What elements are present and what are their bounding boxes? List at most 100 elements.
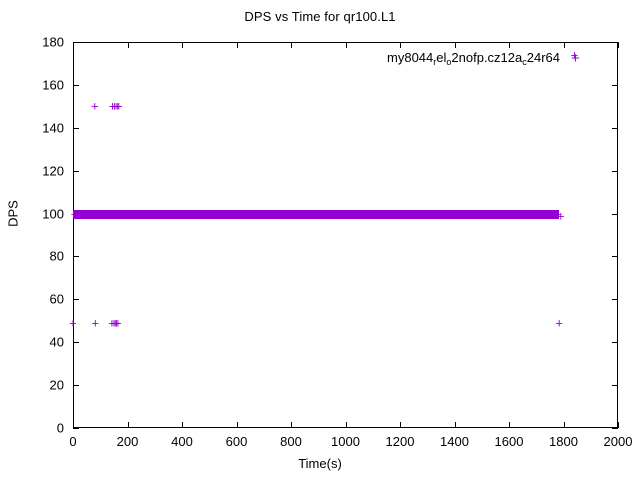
data-point: +: [274, 206, 283, 222]
data-point: +: [188, 206, 196, 222]
data-point: +: [110, 315, 118, 331]
data-point: +: [292, 206, 301, 222]
data-point: +: [232, 206, 241, 222]
data-point: +: [104, 206, 112, 222]
data-point: +: [337, 206, 346, 222]
data-point: +: [114, 315, 122, 331]
data-point: +: [541, 206, 550, 222]
data-point: +: [547, 206, 556, 222]
data-point: +: [149, 206, 157, 222]
data-point: +: [214, 206, 223, 222]
legend-entry-label: my8044relo2nofp.cz12ac24r64: [387, 50, 560, 67]
x-tick-label: 0: [69, 434, 77, 449]
data-point: +: [343, 206, 352, 222]
data-point: +: [101, 206, 109, 222]
data-point: +: [211, 206, 220, 222]
data-point: +: [448, 206, 457, 222]
data-point: +: [451, 206, 460, 222]
data-point: +: [358, 206, 367, 222]
x-tick-mark: [618, 422, 619, 428]
y-tick-label: 160: [42, 77, 64, 93]
x-tick-mark: [128, 422, 129, 428]
data-point: +: [370, 206, 379, 222]
data-point: +: [421, 206, 430, 222]
data-point: +: [301, 206, 310, 222]
data-point: +: [514, 206, 523, 222]
y-tick-mark: [73, 299, 79, 300]
data-point: +: [570, 47, 579, 63]
data-point: +: [340, 206, 349, 222]
data-point: +: [508, 206, 517, 222]
data-point: +: [442, 206, 451, 222]
data-point: +: [143, 206, 151, 222]
y-tick-label: 80: [49, 248, 64, 264]
data-point: +: [247, 206, 256, 222]
y-tick-mark: [73, 128, 79, 129]
data-point: +: [229, 206, 238, 222]
data-point: +: [328, 206, 337, 222]
x-tick-mark: [128, 42, 129, 48]
data-point: +: [478, 206, 487, 222]
x-tick-mark: [455, 422, 456, 428]
data-point: +: [412, 206, 421, 222]
x-tick-mark: [400, 422, 401, 428]
data-point: +: [73, 206, 82, 222]
data-point: +: [388, 206, 397, 222]
data-point: +: [110, 206, 118, 222]
plot-frame: [73, 42, 618, 428]
x-axis-label: Time(s): [298, 456, 342, 471]
data-point: +: [295, 206, 304, 222]
data-point: +: [310, 206, 319, 222]
data-point: +: [511, 206, 520, 222]
data-point: +: [379, 206, 388, 222]
data-point: +: [244, 206, 253, 222]
x-tick-mark: [400, 42, 401, 48]
data-point: +: [268, 206, 277, 222]
x-tick-mark: [346, 42, 347, 48]
data-point: +: [158, 206, 166, 222]
y-tick-mark: [612, 214, 618, 215]
data-point: +: [197, 206, 205, 222]
data-point: +: [70, 206, 79, 222]
data-point: +: [85, 206, 94, 222]
data-point: +: [538, 206, 547, 222]
data-point: +: [256, 206, 265, 222]
data-point: +: [161, 206, 169, 222]
data-point: +: [433, 206, 442, 222]
data-point: +: [475, 206, 484, 222]
data-point: +: [496, 206, 505, 222]
data-point: +: [484, 206, 493, 222]
data-point: +: [322, 206, 331, 222]
x-tick-label: 600: [225, 434, 248, 449]
data-point: +: [79, 206, 88, 222]
y-tick-label: 20: [49, 377, 64, 393]
y-tick-mark: [612, 128, 618, 129]
x-tick-mark: [291, 422, 292, 428]
data-point: +: [119, 206, 127, 222]
y-tick-mark: [612, 385, 618, 386]
data-point: +: [116, 206, 124, 222]
x-tick-label: 1200: [385, 434, 415, 449]
data-point: +: [140, 206, 148, 222]
data-point: +: [520, 206, 529, 222]
data-point: +: [355, 206, 364, 222]
chart-title: DPS vs Time for qr100.L1: [244, 9, 396, 24]
data-point: +: [463, 206, 472, 222]
data-point: +: [265, 206, 274, 222]
data-point: +: [349, 206, 358, 222]
data-point: +: [325, 206, 334, 222]
data-point: +: [111, 315, 120, 331]
data-point: +: [167, 206, 175, 222]
data-point: +: [220, 206, 229, 222]
data-point: +: [69, 315, 77, 331]
data-point: +: [406, 206, 415, 222]
data-point: +: [152, 206, 160, 222]
x-tick-mark: [182, 42, 183, 48]
data-point: +: [91, 98, 99, 114]
data-point: +: [283, 206, 292, 222]
data-point: +: [544, 206, 553, 222]
data-point: +: [179, 206, 187, 222]
x-tick-mark: [73, 42, 74, 48]
x-tick-label: 200: [116, 434, 139, 449]
data-point: +: [112, 315, 121, 331]
